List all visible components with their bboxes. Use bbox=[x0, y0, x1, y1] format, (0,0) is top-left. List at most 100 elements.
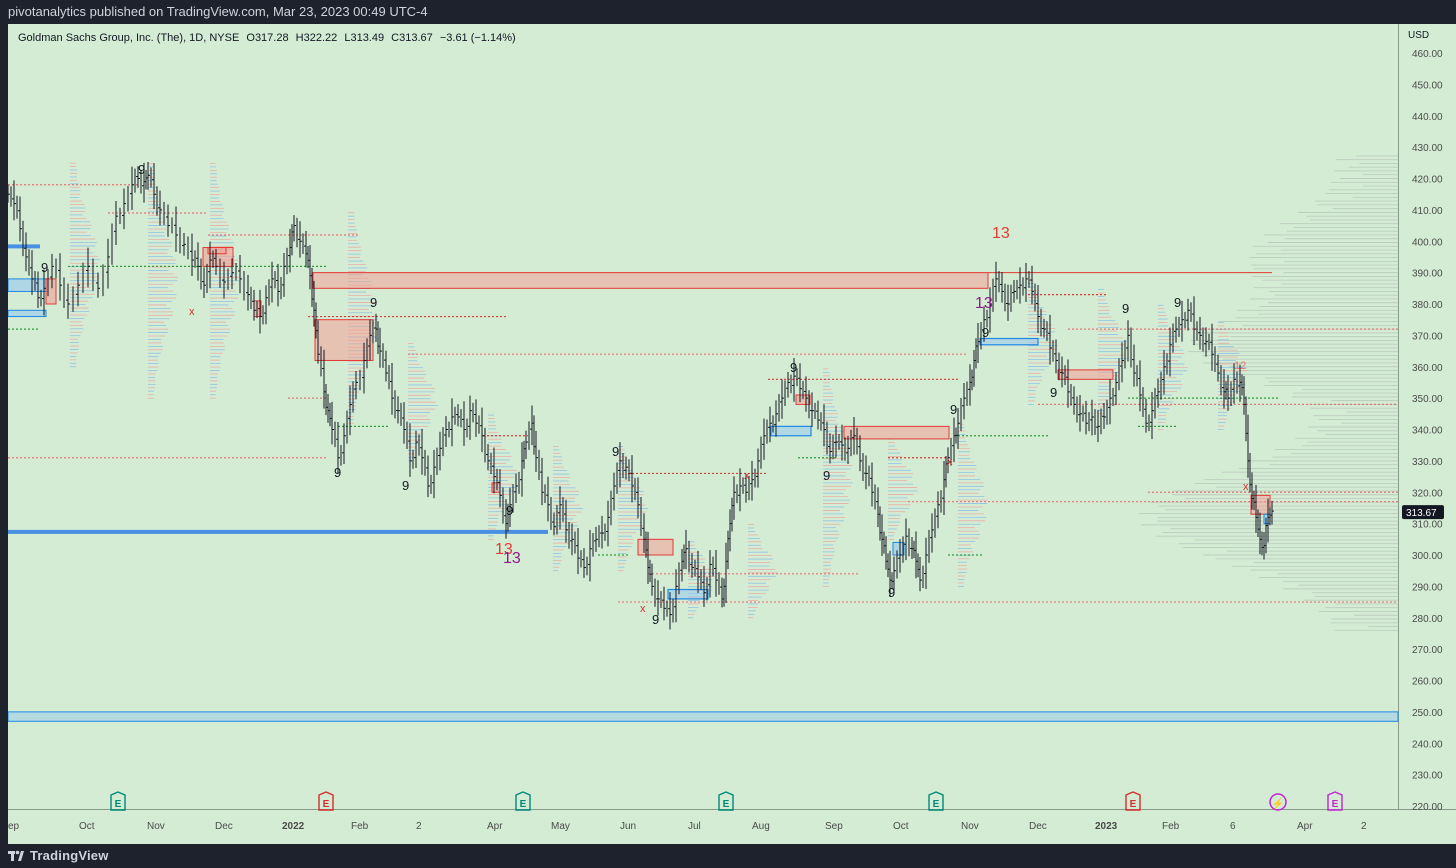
earnings-event-icon[interactable] bbox=[1327, 791, 1343, 811]
demand-zone[interactable] bbox=[8, 309, 47, 318]
supply-zone[interactable] bbox=[491, 482, 501, 493]
time-axis-tick: 2 bbox=[416, 821, 422, 832]
demand-zone[interactable] bbox=[892, 541, 905, 556]
td-count-label: 9 bbox=[612, 444, 619, 459]
demand-zone[interactable] bbox=[667, 588, 709, 600]
supply-zone[interactable] bbox=[312, 272, 989, 289]
cross-marker: x bbox=[947, 456, 953, 468]
cross-marker: x bbox=[1243, 481, 1249, 493]
publish-info-text: pivotanalytics published on TradingView.… bbox=[8, 4, 428, 19]
time-axis-tick: Dec bbox=[1029, 821, 1047, 832]
td-count-label: 9 bbox=[506, 503, 513, 518]
low-label: L bbox=[344, 32, 351, 44]
cross-marker: x bbox=[744, 470, 750, 482]
price-axis-tick: 460.00 bbox=[1412, 49, 1443, 60]
supply-zone[interactable] bbox=[207, 247, 227, 255]
support-line[interactable] bbox=[8, 244, 40, 249]
publish-info-bar: pivotanalytics published on TradingView.… bbox=[0, 0, 1456, 24]
td-count-label: 9 bbox=[402, 478, 409, 493]
time-axis-tick: Apr bbox=[1297, 821, 1313, 832]
supply-zone[interactable] bbox=[637, 538, 674, 556]
price-axis-tick: 310.00 bbox=[1412, 520, 1443, 531]
event-marker-label: E bbox=[520, 799, 527, 810]
event-marker-label: E bbox=[115, 799, 122, 810]
price-axis-tick: 340.00 bbox=[1412, 426, 1443, 437]
supply-zone[interactable] bbox=[843, 425, 950, 440]
cross-marker: x bbox=[640, 603, 646, 615]
time-axis-tick: Aug bbox=[752, 821, 770, 832]
td-count-label: 9 bbox=[982, 325, 989, 340]
cross-marker: x bbox=[189, 306, 195, 318]
earnings-event-icon[interactable] bbox=[515, 791, 531, 811]
td-count-label: 9 bbox=[652, 612, 659, 627]
chart-area[interactable]: 9 9 9 9 9 9 9 9 9 9 9 9 9 9 9 9 13 13 13 13 12 x x x x x USD 460.00… bbox=[8, 24, 1456, 844]
open-value: 317.28 bbox=[254, 32, 289, 44]
td-count-label: 9 bbox=[138, 162, 145, 177]
time-axis-background bbox=[8, 809, 1456, 844]
demand-zone[interactable] bbox=[8, 278, 49, 292]
price-axis-tick: 260.00 bbox=[1412, 677, 1443, 688]
td-count-label: 9 bbox=[334, 465, 341, 480]
symbol-name: Goldman Sachs Group, Inc. (The), 1D, NYS… bbox=[18, 32, 240, 44]
td-count-label: 9 bbox=[41, 260, 48, 275]
event-marker-label: E bbox=[723, 799, 730, 810]
event-marker-label: E bbox=[1332, 799, 1339, 810]
plot-background bbox=[8, 24, 1398, 809]
earnings-event-icon[interactable] bbox=[928, 791, 944, 811]
earnings-event-icon[interactable] bbox=[718, 791, 734, 811]
price-axis-tick: 270.00 bbox=[1412, 645, 1443, 656]
td-count-label: 9 bbox=[950, 402, 957, 417]
time-axis-tick: Dec bbox=[215, 821, 233, 832]
price-axis-tick: 230.00 bbox=[1412, 771, 1443, 782]
time-axis-tick: ep bbox=[8, 821, 20, 832]
high-label: H bbox=[295, 32, 304, 44]
td-count-label: 13 bbox=[495, 541, 513, 558]
earnings-event-icon[interactable] bbox=[110, 791, 126, 811]
supply-zone[interactable] bbox=[1057, 369, 1114, 380]
price-axis-tick: 370.00 bbox=[1412, 331, 1443, 342]
event-marker-label: E bbox=[323, 799, 330, 810]
td-count-label: 9 bbox=[1174, 295, 1181, 310]
time-axis-tick: May bbox=[551, 821, 570, 832]
price-axis-tick: 400.00 bbox=[1412, 237, 1443, 248]
event-marker-label: E bbox=[1130, 799, 1137, 810]
price-axis-tick: 280.00 bbox=[1412, 614, 1443, 625]
price-axis-tick: 320.00 bbox=[1412, 488, 1443, 499]
time-axis-tick: 2022 bbox=[282, 821, 305, 832]
price-axis-tick: 360.00 bbox=[1412, 363, 1443, 374]
high-value: 322.22 bbox=[303, 32, 338, 44]
dividend-event-icon[interactable] bbox=[1269, 793, 1287, 811]
event-marker-label: ⚡ bbox=[1272, 797, 1284, 810]
price-axis-unit: USD bbox=[1408, 30, 1429, 41]
last-price-label: 313.67 bbox=[1406, 508, 1437, 519]
time-axis-tick: 2023 bbox=[1095, 821, 1118, 832]
price-axis-tick: 300.00 bbox=[1412, 551, 1443, 562]
supply-zone[interactable] bbox=[45, 278, 57, 305]
price-axis-tick: 240.00 bbox=[1412, 739, 1443, 750]
time-axis-tick: Sep bbox=[825, 821, 843, 832]
low-value: 313.49 bbox=[350, 32, 385, 44]
demand-zone[interactable] bbox=[1263, 513, 1271, 525]
price-axis-tick: 330.00 bbox=[1412, 457, 1443, 468]
td-count-label: 9 bbox=[790, 360, 797, 375]
time-axis-tick: Oct bbox=[79, 821, 95, 832]
close-value: 313.67 bbox=[399, 32, 433, 44]
tradingview-logo-icon[interactable] bbox=[8, 849, 24, 863]
demand-zone[interactable] bbox=[770, 425, 812, 437]
td-count-label: 12 bbox=[1234, 360, 1246, 372]
td-count-label: 9 bbox=[370, 295, 377, 310]
earnings-event-icon[interactable] bbox=[1125, 791, 1141, 811]
support-band[interactable] bbox=[8, 711, 1399, 722]
price-axis-tick: 220.00 bbox=[1412, 802, 1443, 813]
price-axis-tick: 380.00 bbox=[1412, 300, 1443, 311]
supply-zone[interactable] bbox=[314, 319, 374, 361]
earnings-event-icon[interactable] bbox=[318, 791, 334, 811]
td-count-label: 9 bbox=[1122, 301, 1129, 316]
support-line[interactable] bbox=[8, 529, 548, 534]
time-axis-tick: Apr bbox=[487, 821, 503, 832]
time-axis-tick: Jun bbox=[620, 821, 636, 832]
tradingview-brand[interactable]: TradingView bbox=[30, 848, 109, 863]
symbol-legend: Goldman Sachs Group, Inc. (The), 1D, NYS… bbox=[18, 32, 516, 44]
price-axis-tick: 430.00 bbox=[1412, 143, 1443, 154]
